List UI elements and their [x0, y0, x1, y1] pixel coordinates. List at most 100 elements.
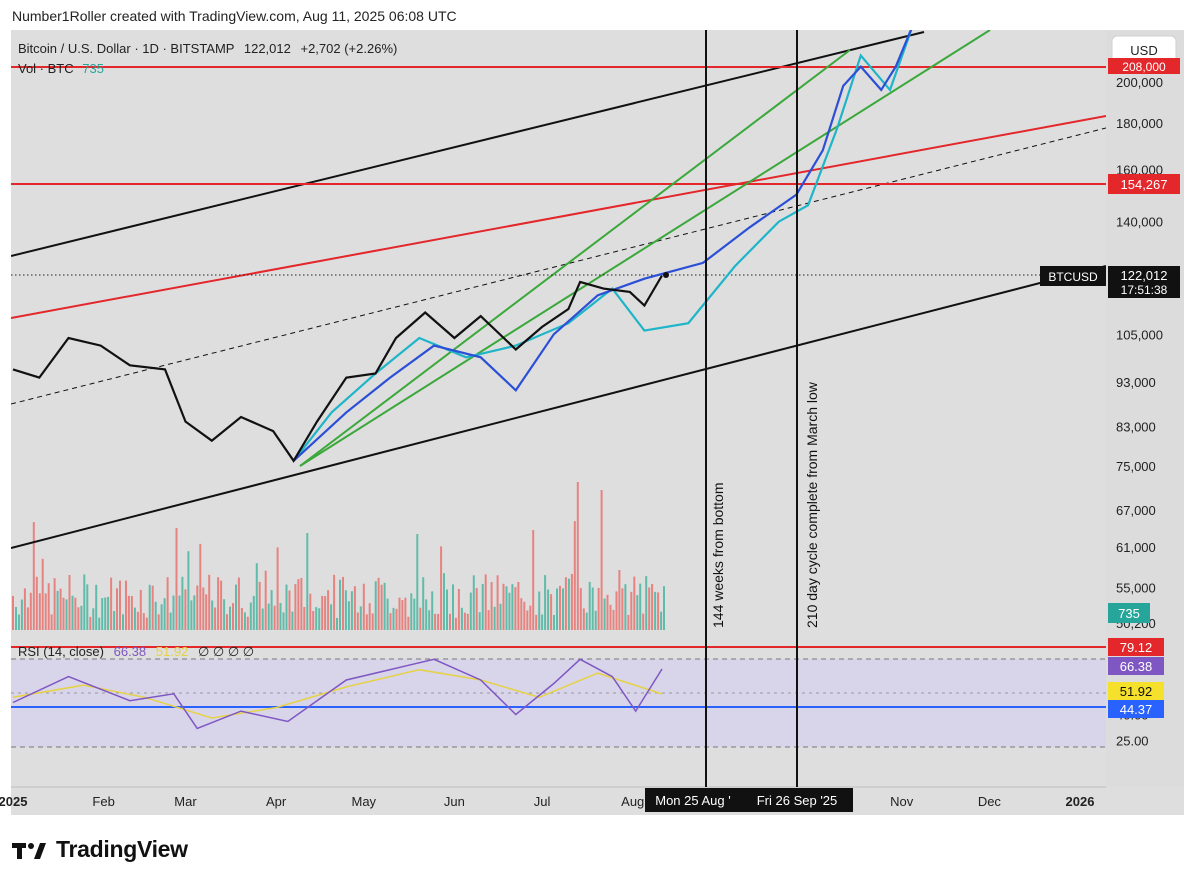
volume-bar [523, 601, 526, 630]
volume-bar [29, 592, 32, 630]
price-tick-label: 67,000 [1116, 503, 1156, 518]
volume-bar [585, 612, 588, 630]
volume-bar [86, 584, 89, 630]
time-scale[interactable] [11, 787, 1184, 815]
volume-bar [261, 608, 264, 630]
volume-bar [145, 617, 148, 630]
volume-bar [472, 575, 475, 630]
volume-bar [342, 576, 344, 630]
currency-label: USD [1130, 43, 1157, 58]
volume-bar [101, 598, 104, 630]
svg-text:RSI (14, close) 66.38: RSI (14, close) 66.38 51.92 ∅ ∅ ∅ ∅ [18, 644, 254, 659]
volume-bar [303, 607, 306, 630]
volume-bar [389, 613, 392, 630]
svg-text:44.37: 44.37 [1120, 702, 1153, 717]
rsi-tick-label: 25.00 [1116, 733, 1149, 748]
annotation-144-weeks: 144 weeks from bottom [710, 482, 726, 628]
volume-bar [324, 596, 327, 630]
time-tick-label: Jun [444, 794, 465, 809]
volume-bar [127, 595, 130, 630]
volume-bar [618, 570, 621, 630]
volume-bar [630, 591, 633, 630]
volume-bar [612, 609, 615, 630]
volume-bar [235, 584, 237, 630]
volume-bar [511, 584, 514, 630]
time-tick-label: Dec [978, 794, 1002, 809]
volume-bar [407, 616, 410, 630]
volume-bar [65, 599, 68, 630]
legend-last-price: 122,012 [244, 41, 291, 56]
volume-bar [621, 588, 624, 630]
volume-bar [89, 616, 92, 630]
currency-button[interactable]: USD [1111, 35, 1177, 65]
time-tick-label: Feb [92, 794, 114, 809]
svg-text:Fri 26 Sep '25: Fri 26 Sep '25 [757, 793, 838, 808]
volume-bar [276, 547, 279, 630]
price-tick-label: 180,000 [1116, 116, 1163, 131]
time-tick-label: Mar [174, 794, 197, 809]
volume-bar [508, 592, 511, 630]
volume-bar [413, 598, 416, 630]
volume-bar [321, 595, 324, 630]
volume-bar [282, 612, 285, 630]
volume-bar [336, 617, 338, 630]
volume-bar [377, 577, 380, 630]
volume-bar [615, 591, 618, 630]
volume-bar [226, 614, 228, 630]
date-badge-1: Mon 25 Aug ' [645, 788, 741, 812]
volume-bar [582, 608, 585, 630]
volume-bar [538, 591, 541, 630]
volume-bar [154, 601, 157, 630]
volume-bar [279, 602, 282, 630]
volume-bar [220, 580, 223, 630]
legend-rsi-label: RSI (14, close) [18, 644, 104, 659]
volume-bar [229, 606, 231, 630]
volume-bar [347, 601, 350, 630]
volume-bar [77, 607, 80, 630]
volume-bar [475, 588, 478, 630]
volume-bar [663, 586, 665, 630]
volume-bar [80, 605, 83, 630]
volume-bar [428, 610, 431, 630]
volume-bar [487, 610, 490, 630]
volume-bar [50, 614, 53, 630]
time-tick-label: Nov [890, 794, 914, 809]
volume-bar [452, 584, 454, 630]
volume-bar [553, 615, 555, 630]
btc-price-line [12, 274, 663, 463]
volume-bar [645, 576, 648, 630]
volume-bar [190, 600, 193, 630]
volume-bar [23, 588, 26, 630]
volume-bar [315, 607, 318, 630]
volume-bar [460, 607, 463, 630]
time-tick-label: Apr [266, 794, 287, 809]
time-axis-labels: 2025FebMarAprMayJunJulAugOctNovDec2026 [0, 794, 1094, 809]
volume-bar [199, 543, 202, 630]
volume-bar [431, 591, 434, 630]
svg-text:17:51:38: 17:51:38 [1121, 283, 1168, 297]
volume-bar [246, 616, 249, 630]
volume-bar [95, 584, 98, 630]
volume-bar [270, 590, 273, 630]
svg-text:122,012: 122,012 [1121, 268, 1168, 283]
volume-bar [300, 578, 303, 630]
svg-text:51.92: 51.92 [1120, 684, 1153, 699]
volume-bar [449, 613, 451, 630]
volume-bar [148, 584, 151, 630]
svg-text:208,000: 208,000 [1122, 60, 1166, 74]
volume-bar [633, 576, 636, 630]
volume-bar [232, 603, 234, 630]
volume-bar [657, 592, 660, 630]
badge-rsi-upper: 79.12 [1108, 638, 1164, 656]
svg-text:Vol · BTC 735: Vol · BTC 735 [18, 61, 104, 76]
volume-bar [41, 558, 44, 630]
volume-bar [122, 614, 124, 630]
volume-bar [591, 587, 594, 630]
volume-bar [208, 574, 211, 630]
price-pane[interactable] [11, 30, 1106, 635]
volume-bar [437, 613, 440, 630]
volume-bar [184, 589, 187, 630]
volume-bar [211, 600, 214, 630]
badge-rsi-lower: 44.37 [1108, 700, 1164, 718]
